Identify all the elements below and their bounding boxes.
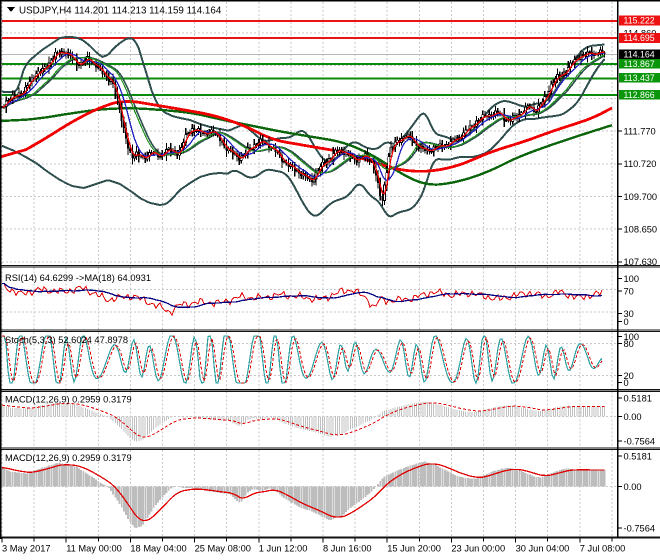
svg-text:8 Jun 16:00: 8 Jun 16:00 (323, 544, 372, 554)
svg-text:80: 80 (624, 339, 634, 349)
svg-text:0.00: 0.00 (624, 482, 642, 492)
svg-text:-0.7564: -0.7564 (624, 436, 656, 446)
svg-text:23 Jun 00:00: 23 Jun 00:00 (451, 544, 505, 554)
svg-text:0: 0 (624, 378, 629, 388)
svg-text:113.867: 113.867 (624, 59, 655, 69)
svg-text:MACD(12,26,9) 0.2959 0.3179: MACD(12,26,9) 0.2959 0.3179 (5, 395, 132, 405)
svg-text:7 Jul 08:00: 7 Jul 08:00 (580, 544, 626, 554)
svg-text:100: 100 (624, 332, 640, 342)
svg-text:0.5181: 0.5181 (624, 393, 652, 403)
svg-text:RSI(14) 64.6299 ->MA(18) 64.0: RSI(14) 64.6299 ->MA(18) 64.0931 (5, 273, 151, 283)
svg-text:15 Jun 20:00: 15 Jun 20:00 (387, 544, 441, 554)
svg-text:Stoch(5,3,3) 52.6024 47.8978: Stoch(5,3,3) 52.6024 47.8978 (5, 335, 128, 345)
svg-text:11 May 00:00: 11 May 00:00 (66, 544, 122, 554)
svg-text:114.695: 114.695 (624, 33, 655, 43)
svg-text:107.630: 107.630 (624, 257, 658, 267)
svg-text:30: 30 (624, 309, 634, 319)
svg-text:USDJPY,H4 114.201 114.213 114: USDJPY,H4 114.201 114.213 114.159 114.16… (19, 6, 222, 17)
svg-text:30 Jun 04:00: 30 Jun 04:00 (516, 544, 570, 554)
svg-text:111.770: 111.770 (624, 126, 656, 136)
svg-text:70: 70 (624, 286, 634, 296)
svg-text:1 Jun 12:00: 1 Jun 12:00 (259, 544, 308, 554)
svg-text:108.650: 108.650 (624, 225, 658, 235)
svg-text:MACD(12,26,9) 0.2959 0.3179: MACD(12,26,9) 0.2959 0.3179 (5, 453, 132, 463)
svg-text:110.720: 110.720 (624, 159, 657, 169)
svg-text:113.437: 113.437 (624, 73, 655, 83)
svg-text:25 May 08:00: 25 May 08:00 (195, 544, 251, 554)
svg-text:20: 20 (624, 371, 634, 381)
svg-text:115.222: 115.222 (624, 16, 655, 26)
svg-text:-0.7564: -0.7564 (624, 523, 656, 533)
svg-text:0.00: 0.00 (624, 412, 642, 422)
svg-text:109.700: 109.700 (624, 192, 658, 202)
svg-text:100: 100 (624, 274, 640, 284)
svg-text:112.866: 112.866 (624, 90, 655, 100)
svg-text:18 May 04:00: 18 May 04:00 (130, 544, 186, 554)
svg-text:0.5181: 0.5181 (624, 451, 652, 461)
svg-text:3 May 2017: 3 May 2017 (2, 544, 51, 554)
svg-text:0: 0 (624, 317, 629, 327)
svg-text:114.164: 114.164 (624, 50, 655, 60)
